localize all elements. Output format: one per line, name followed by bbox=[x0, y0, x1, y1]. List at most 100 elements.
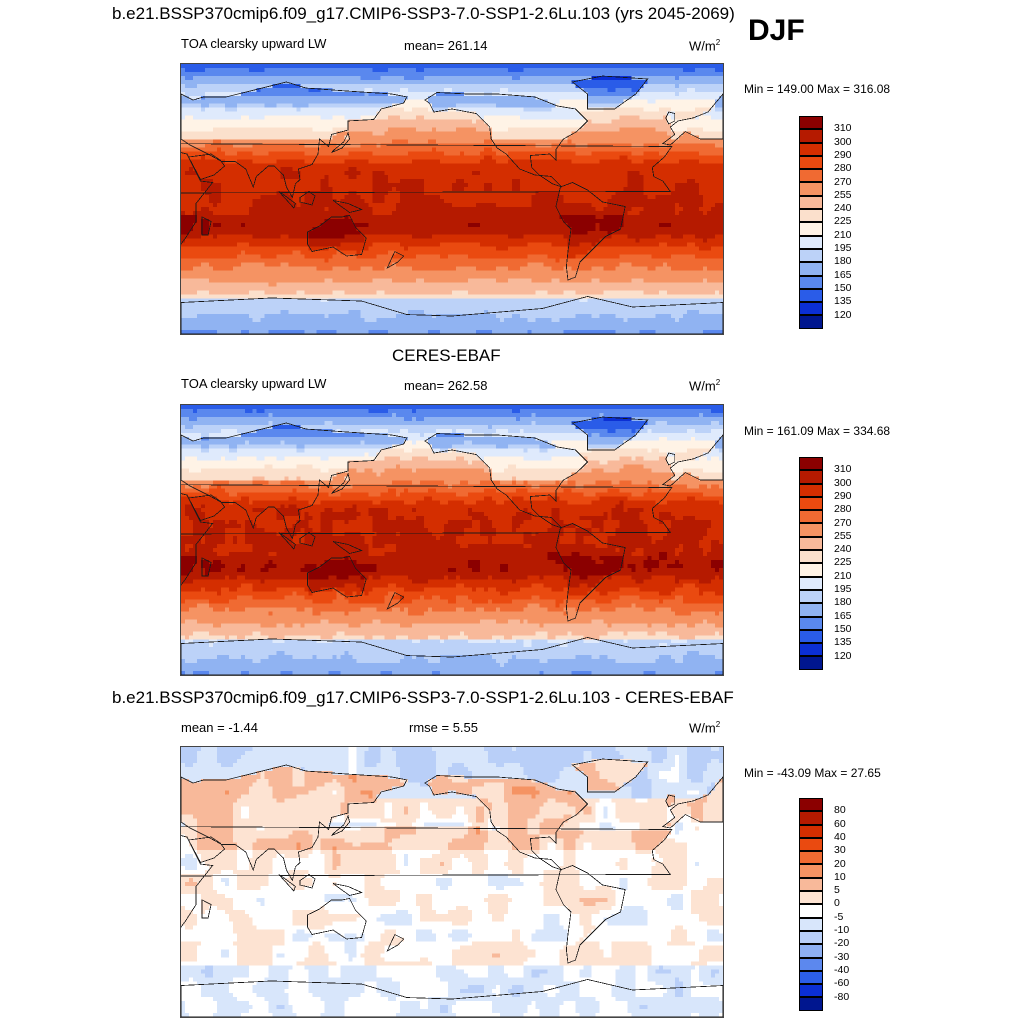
colorbar-swatch bbox=[799, 510, 823, 524]
colorbar-tick-label: 120 bbox=[834, 649, 852, 662]
colorbar-tick-label: -40 bbox=[834, 963, 850, 976]
coastline bbox=[181, 296, 723, 334]
coastline bbox=[187, 836, 226, 864]
colorbar-swatch bbox=[799, 550, 823, 564]
coastline bbox=[299, 531, 316, 547]
colorbar-tick-label: 180 bbox=[834, 596, 852, 609]
coastline bbox=[307, 556, 367, 598]
colorbar-tick-label: 20 bbox=[834, 857, 846, 870]
panel2-mean-label: mean= 262.58 bbox=[404, 378, 488, 393]
colorbar-tick-label: 310 bbox=[834, 463, 852, 476]
colorbar-swatch bbox=[799, 195, 823, 210]
colorbar-swatch bbox=[799, 917, 823, 931]
colorbar-swatch bbox=[799, 315, 823, 329]
coastline bbox=[307, 898, 367, 940]
coastline bbox=[661, 776, 723, 829]
colorbar-tick-label: -80 bbox=[834, 990, 850, 1003]
coastline bbox=[665, 111, 676, 125]
colorbar-swatch bbox=[799, 155, 823, 170]
colorbar-swatch bbox=[799, 811, 823, 825]
coastline bbox=[332, 200, 363, 213]
colorbar-tick-label: 210 bbox=[834, 569, 852, 582]
colorbar-tick-label: 30 bbox=[834, 844, 846, 857]
colorbar-swatch bbox=[799, 457, 823, 471]
colorbar-tick-label: 135 bbox=[834, 295, 852, 308]
panel1-minmax: Min = 149.00 Max = 316.08 bbox=[744, 82, 891, 96]
colorbar-tick-label: 300 bbox=[834, 135, 852, 148]
coastline bbox=[278, 191, 296, 209]
panel2-units: W/m2 bbox=[689, 378, 721, 394]
colorbar-tick-label: 255 bbox=[834, 188, 852, 201]
colorbar-swatch bbox=[799, 523, 823, 537]
colorbar-swatch bbox=[799, 944, 823, 958]
colorbar-swatch bbox=[799, 182, 823, 196]
colorbar-swatch bbox=[799, 970, 823, 985]
coastline bbox=[278, 532, 296, 550]
colorbar-tick-label: -30 bbox=[834, 950, 850, 963]
panel1-colorbar bbox=[799, 116, 823, 329]
colorbar-tick-label: 290 bbox=[834, 489, 852, 502]
colorbar-swatch bbox=[799, 288, 823, 303]
colorbar-swatch bbox=[799, 656, 823, 670]
colorbar-tick-label: 290 bbox=[834, 148, 852, 161]
coastline bbox=[201, 557, 212, 577]
panel3-minmax: Min = -43.09 Max = 27.65 bbox=[744, 766, 881, 780]
colorbar-swatch bbox=[799, 984, 823, 998]
coastline bbox=[424, 775, 589, 871]
colorbar-tick-label: -5 bbox=[834, 910, 844, 923]
coastline bbox=[181, 764, 408, 882]
colorbar-tick-label: 150 bbox=[834, 281, 852, 294]
colorbar-swatch bbox=[799, 957, 823, 971]
colorbar-tick-label: 255 bbox=[834, 529, 852, 542]
colorbar-tick-label: 240 bbox=[834, 202, 852, 215]
coastline bbox=[181, 422, 408, 540]
colorbar-swatch bbox=[799, 563, 823, 577]
coastline bbox=[187, 153, 226, 181]
colorbar-tick-label: 120 bbox=[834, 308, 852, 321]
colorbar-tick-label: 5 bbox=[834, 884, 840, 897]
panel2-heading: CERES-EBAF bbox=[392, 346, 501, 365]
colorbar-swatch bbox=[799, 483, 823, 497]
coastline bbox=[331, 472, 351, 494]
coastline bbox=[665, 452, 676, 466]
colorbar-swatch bbox=[799, 576, 823, 590]
colorbar-swatch bbox=[799, 891, 823, 905]
colorbar-tick-label: 195 bbox=[834, 583, 852, 595]
colorbar-swatch bbox=[799, 222, 823, 236]
coastline bbox=[332, 541, 363, 554]
panel1-units: W/m2 bbox=[689, 38, 721, 54]
colorbar-tick-label: 310 bbox=[834, 122, 852, 135]
colorbar-tick-label: 60 bbox=[834, 817, 846, 830]
coastline bbox=[331, 814, 351, 836]
coastline bbox=[332, 883, 363, 896]
colorbar-swatch bbox=[799, 496, 823, 511]
colorbar-swatch bbox=[799, 302, 823, 316]
colorbar-swatch bbox=[799, 824, 823, 838]
colorbar-tick-label: 80 bbox=[834, 804, 846, 817]
panel3-heading: b.e21.BSSP370cmip6.f09_g17.CMIP6-SSP3-7.… bbox=[112, 688, 734, 707]
colorbar-tick-label: 280 bbox=[834, 162, 852, 175]
colorbar-tick-label: 240 bbox=[834, 543, 852, 556]
coastline bbox=[331, 131, 351, 153]
colorbar-tick-label: -60 bbox=[834, 977, 850, 990]
colorbar-tick-label: 195 bbox=[834, 242, 852, 254]
colorbar-tick-label: 165 bbox=[834, 268, 852, 281]
coastline bbox=[661, 93, 723, 146]
coastline bbox=[201, 899, 212, 919]
colorbar-swatch bbox=[799, 235, 823, 249]
coastline bbox=[424, 92, 589, 188]
coastline bbox=[571, 758, 649, 793]
coastline bbox=[386, 250, 405, 269]
coastline bbox=[555, 182, 626, 281]
panel3-rmse-label: rmse = 5.55 bbox=[409, 720, 479, 735]
colorbar-swatch bbox=[799, 116, 823, 130]
colorbar-swatch bbox=[799, 589, 823, 604]
coastline bbox=[307, 215, 367, 257]
panel3-mean-label: mean = -1.44 bbox=[181, 720, 258, 735]
colorbar-swatch bbox=[799, 643, 823, 657]
coastline bbox=[571, 75, 649, 110]
coastline bbox=[181, 81, 408, 199]
colorbar-tick-label: 10 bbox=[834, 870, 846, 883]
coastline bbox=[555, 523, 626, 622]
panel3-map bbox=[180, 746, 724, 1018]
